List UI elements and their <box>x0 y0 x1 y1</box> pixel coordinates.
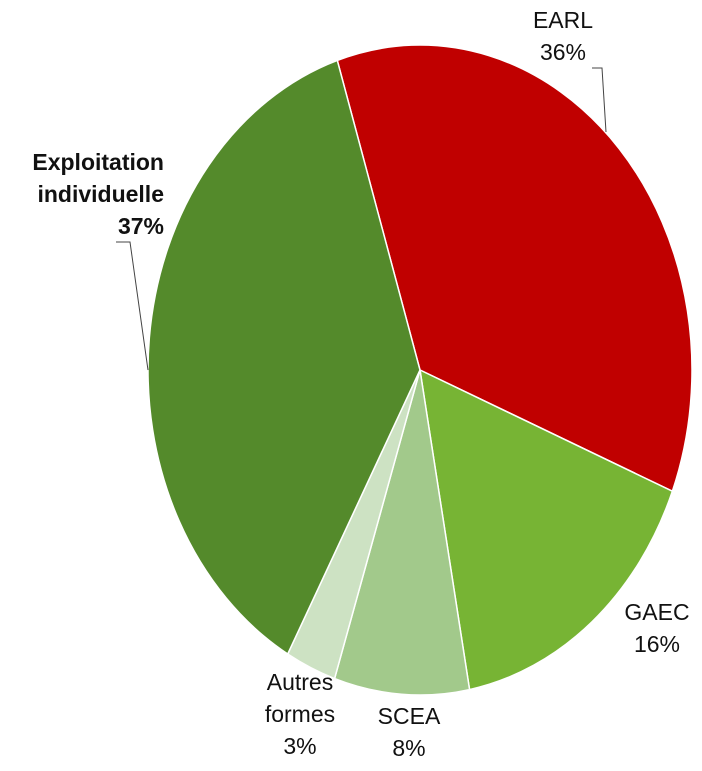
label-autres-line1: Autres <box>266 669 334 695</box>
label-earl: EARL 36% <box>518 4 608 68</box>
pie-slice-earl <box>336 44 693 493</box>
label-exploitation-value: 37% <box>117 213 164 239</box>
label-autres-formes: Autres formes 3% <box>250 666 350 762</box>
label-autres-value: 3% <box>283 733 317 759</box>
label-scea-value: 8% <box>392 735 426 761</box>
label-autres-line2: formes <box>264 701 336 727</box>
pie-slice-exploitation-individuelle <box>147 59 421 656</box>
leader-line-earl <box>592 67 607 133</box>
pie-slice-scea <box>333 369 471 696</box>
label-earl-value: 36% <box>539 39 587 65</box>
label-scea-name: SCEA <box>377 703 441 729</box>
label-scea: SCEA 8% <box>364 700 454 764</box>
label-exploitation-line1: Exploitation <box>32 149 164 175</box>
label-gaec: GAEC 16% <box>612 596 702 660</box>
label-gaec-value: 16% <box>633 631 681 657</box>
label-exploitation-line2: individuelle <box>37 181 164 207</box>
label-gaec-name: GAEC <box>624 599 690 625</box>
label-earl-name: EARL <box>532 7 594 33</box>
leader-line-exploitation <box>116 241 149 371</box>
label-exploitation-individuelle: Exploitation individuelle 37% <box>0 146 164 242</box>
pie-slice-gaec <box>419 368 674 691</box>
